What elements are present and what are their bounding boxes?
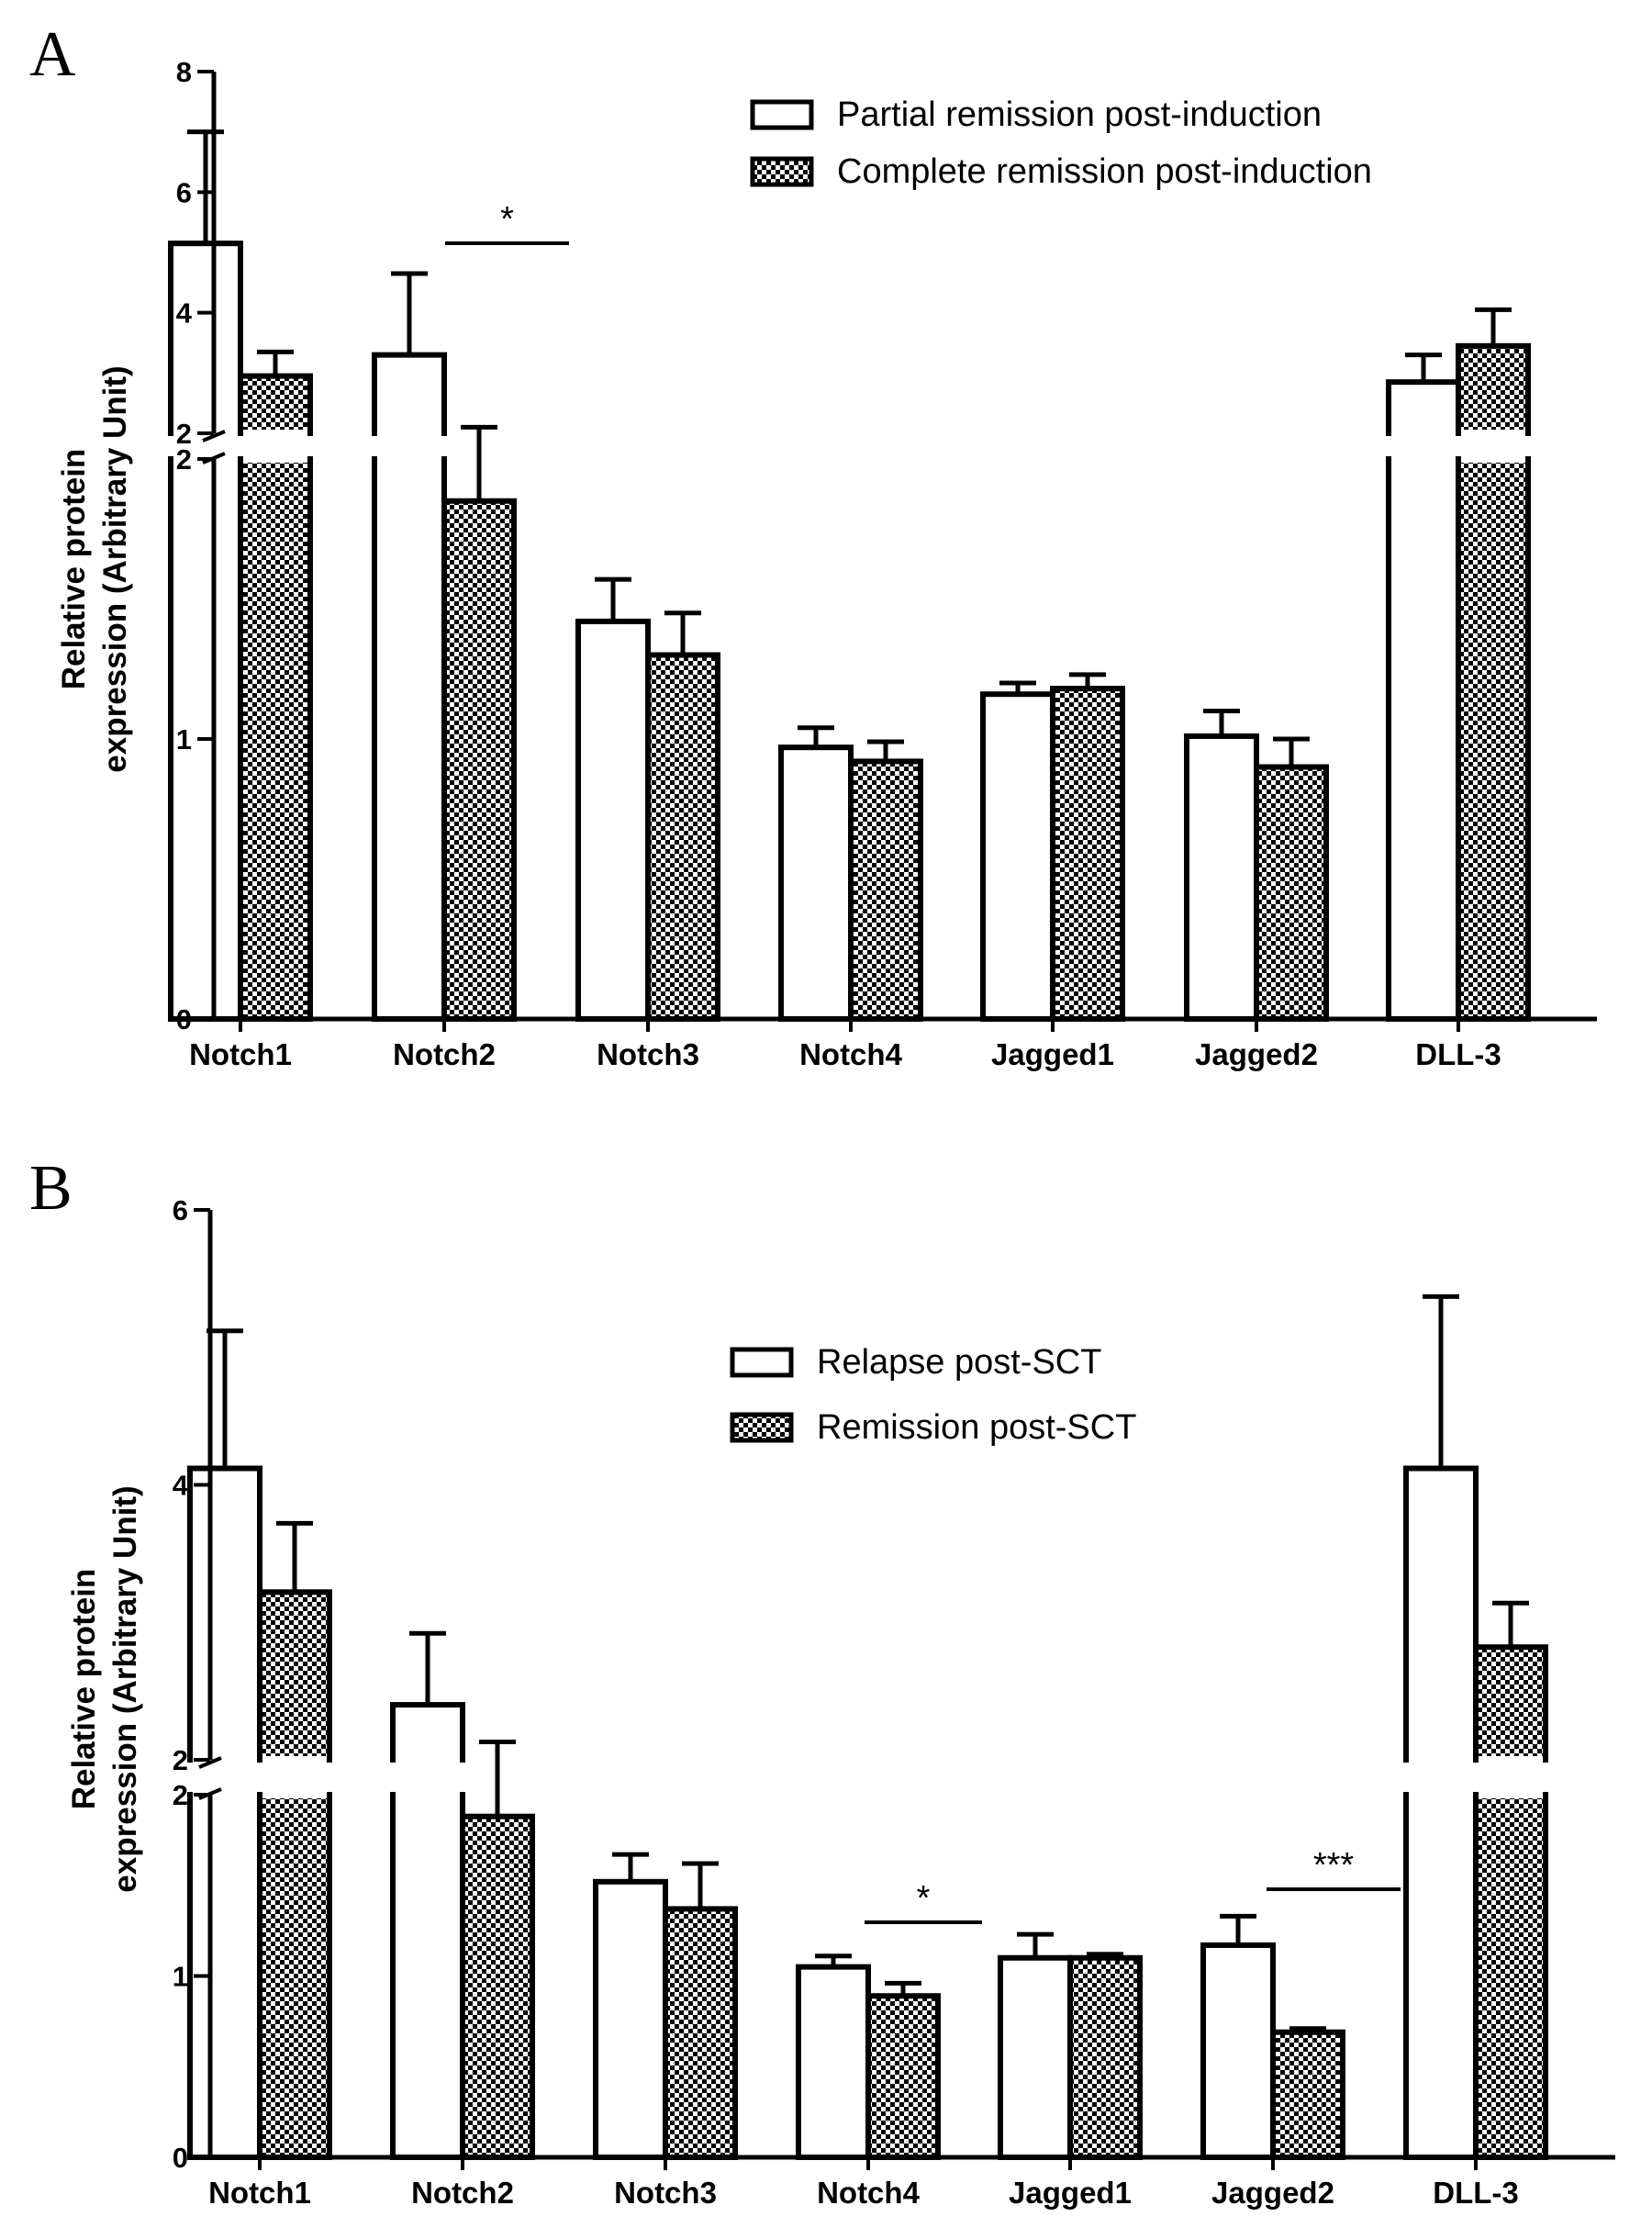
legend-swatch-open	[750, 99, 814, 130]
x-tick-label-dll-3: DLL-3	[1415, 1037, 1501, 1071]
x-tick-label-notch3: Notch3	[614, 2176, 717, 2210]
panel-a-letter: A	[29, 19, 76, 90]
bar-checker-notch1-break-gap	[262, 1756, 327, 1798]
y-tick-label-upper-2: 2	[173, 1744, 188, 1776]
bar-open-jagged1	[998, 1954, 1073, 2160]
bar-open-dll-3-break-gap	[1409, 1756, 1473, 1798]
bar-open-notch4	[796, 1964, 871, 2160]
panel-b-letter: B	[29, 1153, 73, 1224]
x-tick-label-jagged2: Jagged2	[1211, 2176, 1334, 2210]
bar-checker-jagged2	[1270, 2029, 1345, 2161]
bar-checker-notch4	[848, 758, 923, 1023]
bar-checker-notch3	[663, 1906, 738, 2161]
bar-open-notch2-break-gap	[377, 430, 441, 463]
y-tick-label-upper-8: 8	[176, 56, 192, 88]
bar-open-dll-3-break-gap	[1391, 430, 1456, 463]
bar-checker-dll-3-lower	[1456, 456, 1531, 1022]
bar-checker-dll-3-break-gap	[1461, 430, 1525, 463]
bar-checker-dll-3-lower	[1473, 1792, 1548, 2160]
legend-label-checker: Remission post-SCT	[817, 1408, 1136, 1447]
bar-open-dll-3	[1403, 1465, 1479, 1763]
bar-checker-dll-3	[1473, 1644, 1548, 1763]
y-axis-break-mark-top	[198, 1756, 222, 1769]
bar-checker-notch1	[257, 1589, 332, 1763]
bar-checker-notch1	[238, 373, 313, 437]
bar-open-notch2-lower	[390, 1792, 465, 2160]
bar-checker-jagged1	[1067, 1954, 1143, 2160]
bar-checker-dll-3-break-gap	[1479, 1756, 1543, 1798]
x-tick-label-dll-3: DLL-3	[1433, 2176, 1519, 2210]
y-tick-label-upper-4: 4	[173, 1470, 189, 1502]
x-tick-label-jagged2: Jagged2	[1195, 1037, 1318, 1071]
y-tick-label-lower-1: 1	[176, 723, 192, 756]
y-tick-label-lower-1: 1	[173, 1961, 188, 1993]
x-tick-label-notch1: Notch1	[189, 1037, 292, 1071]
panel-a-chart: A 0 1 22 4 6 8 Notch1 Notch2 Notch3 Notch4 Jagged1…	[29, 19, 1597, 1071]
bar-open-notch3	[593, 1878, 668, 2161]
x-tick-label-notch2: Notch2	[393, 1037, 496, 1071]
legend-swatch-checker	[730, 1412, 794, 1443]
bar-checker-notch3	[645, 652, 720, 1022]
legend-label-open: Relapse post-SCT	[817, 1343, 1101, 1382]
bar-checker-jagged1	[1050, 686, 1125, 1022]
y-axis-title-line-2: expression (Arbitrary Unit)	[107, 1485, 143, 1892]
bar-checker-dll-3	[1456, 342, 1531, 436]
significance-marker-notch2: *	[500, 200, 514, 239]
bar-open-jagged2	[1184, 733, 1259, 1022]
x-tick-label-notch2: Notch2	[411, 2176, 514, 2210]
bar-open-notch4	[778, 744, 854, 1023]
y-axis-title-line-1: Relative protein	[66, 1569, 102, 1810]
y-tick-label-lower-2: 2	[173, 1779, 188, 1811]
bar-open-notch3	[575, 618, 651, 1023]
bar-open-dll-3	[1386, 379, 1461, 436]
significance-marker-notch4: *	[917, 1879, 931, 1918]
y-tick-label-lower-0: 0	[176, 1003, 192, 1036]
x-tick-label-notch4: Notch4	[817, 2176, 920, 2210]
legend-swatch-open	[730, 1347, 794, 1378]
bar-checker-notch1-lower	[257, 1792, 332, 2160]
x-tick-label-jagged1: Jagged1	[991, 1037, 1114, 1071]
bar-checker-notch2	[460, 1813, 535, 2160]
panel-b-chart: B 0 1 22 4 6 Notch1 Notch2 Notch3 Notch4 Jagged1 J…	[29, 1153, 1615, 2210]
x-tick-label-jagged1: Jagged1	[1009, 2176, 1132, 2210]
bar-open-notch2-lower	[372, 456, 447, 1022]
bar-checker-notch1-lower	[238, 456, 313, 1022]
bar-open-notch1	[168, 241, 243, 436]
bar-open-jagged2	[1200, 1942, 1276, 2161]
legend-label-checker: Complete remission post-induction	[837, 152, 1372, 191]
bar-open-notch2	[390, 1702, 465, 1763]
y-tick-label-upper-6: 6	[173, 1194, 188, 1226]
bar-open-notch2	[372, 352, 447, 436]
y-tick-label-upper-2: 2	[176, 418, 192, 450]
y-axis-break-mark-top	[202, 430, 226, 442]
y-tick-label-lower-0: 0	[173, 2142, 188, 2174]
bar-open-notch1-break-gap	[193, 1756, 257, 1798]
x-tick-label-notch4: Notch4	[799, 1037, 902, 1071]
x-tick-label-notch3: Notch3	[597, 1037, 699, 1071]
bar-checker-notch2	[441, 498, 517, 1022]
bar-checker-notch4	[865, 1993, 941, 2161]
bar-open-jagged1	[980, 691, 1055, 1022]
y-axis-title-line-1: Relative protein	[56, 449, 92, 690]
bar-open-dll-3-lower	[1386, 456, 1461, 1022]
bar-open-notch1	[187, 1465, 262, 1763]
legend-swatch-checker	[750, 156, 814, 187]
y-tick-label-lower-2: 2	[176, 443, 192, 476]
y-axis-title-line-2: expression (Arbitrary Unit)	[97, 365, 133, 772]
legend-label-open: Partial remission post-induction	[837, 95, 1322, 134]
bar-open-dll-3-lower	[1403, 1792, 1479, 2160]
y-tick-label-upper-4: 4	[176, 297, 193, 330]
x-tick-label-notch1: Notch1	[208, 2176, 311, 2210]
bar-open-notch2-break-gap	[396, 1756, 460, 1798]
bar-checker-jagged2	[1254, 764, 1329, 1022]
bar-checker-notch1-break-gap	[243, 430, 307, 463]
y-tick-label-upper-6: 6	[176, 176, 192, 208]
significance-marker-jagged2: ***	[1313, 1846, 1355, 1885]
